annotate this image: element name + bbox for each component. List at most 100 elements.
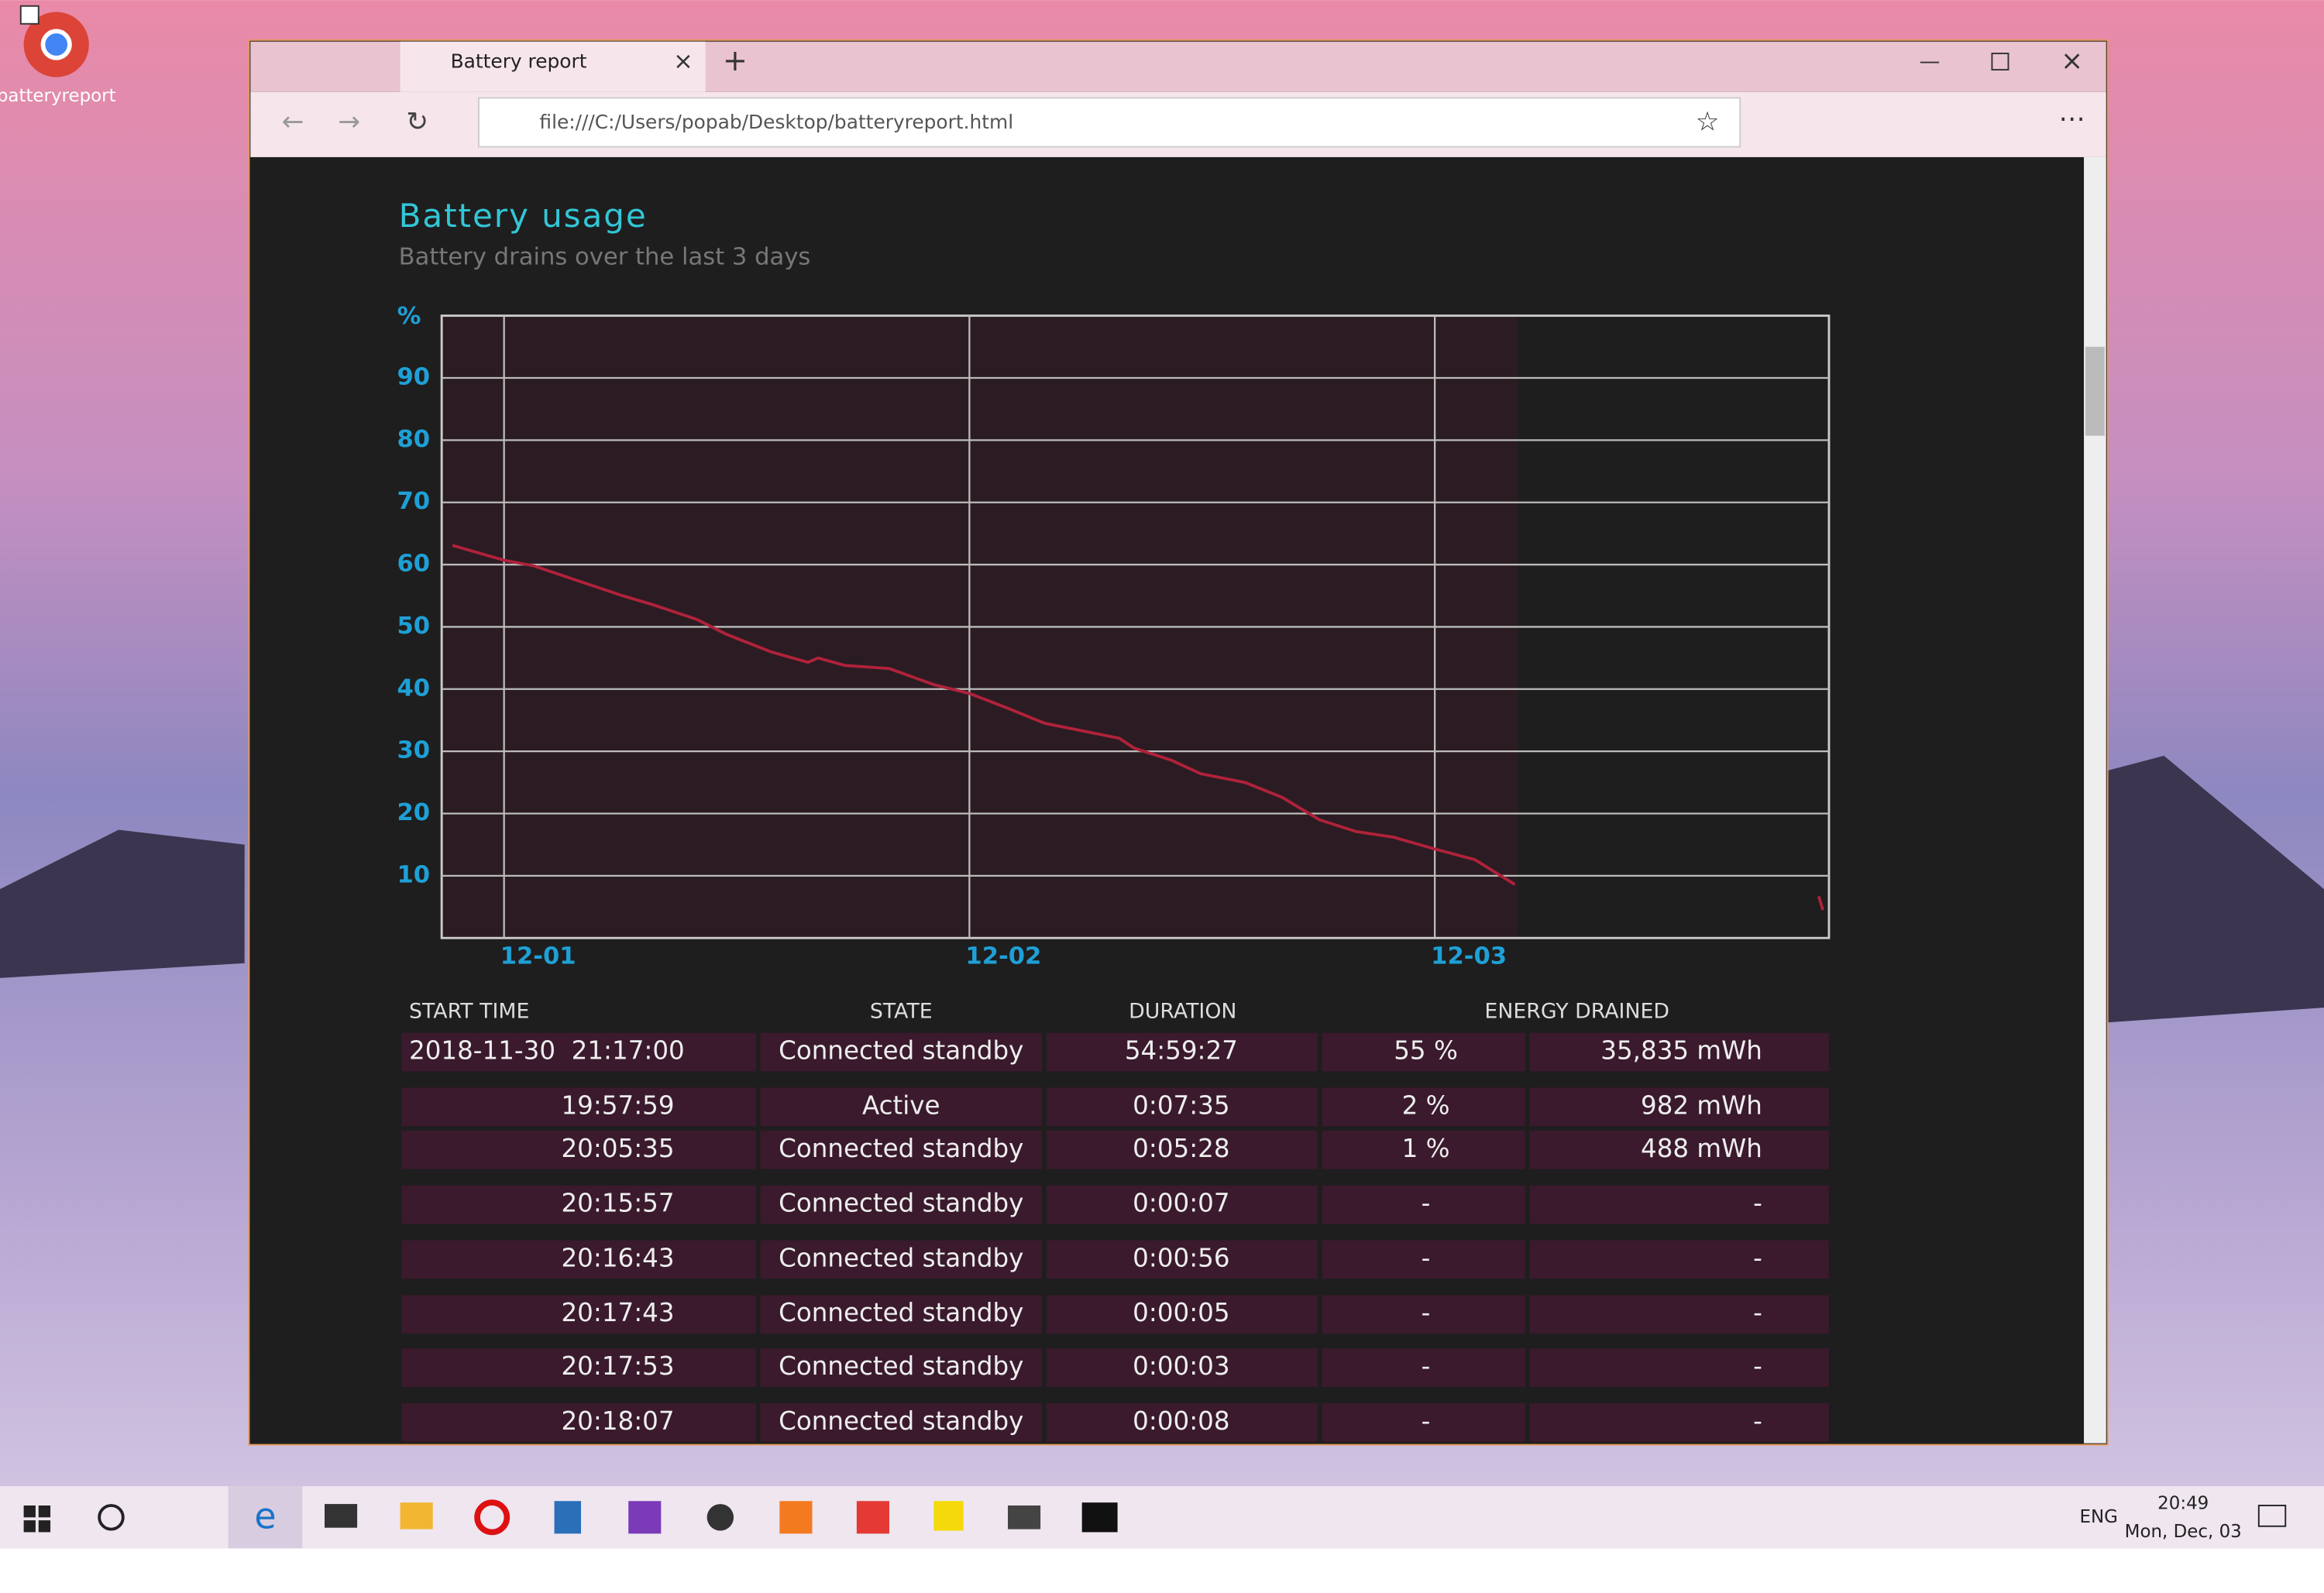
table-cell: [1046, 1087, 1318, 1127]
table-cell-text: 0:00:08: [1133, 1406, 1229, 1436]
column-header: DURATION: [1129, 999, 1236, 1023]
close[interactable]: ×: [2061, 46, 2083, 77]
table-cell-text: Connected standby: [779, 1243, 1023, 1272]
table-cell: [1322, 1087, 1525, 1127]
table-cell-text: -: [1422, 1351, 1431, 1381]
table-cell-text: -: [1422, 1189, 1431, 1218]
table-cell-text: 19:57:59: [561, 1090, 674, 1120]
x-tick-label: 12-01: [500, 943, 576, 970]
below-taskbar: [0, 1548, 2324, 1593]
report-subtitle: Battery drains over the last 3 days: [399, 244, 811, 271]
table-cell-text: 20:16:43: [561, 1243, 674, 1272]
url: file:///C:/Users/popab/Desktop/batteryre…: [539, 111, 1013, 133]
back[interactable]: ←: [282, 106, 304, 137]
table-cell: [1322, 1130, 1525, 1169]
table-cell-text: 0:00:56: [1133, 1243, 1229, 1272]
table-cell: [401, 1087, 756, 1127]
table-cell: [760, 1295, 1043, 1334]
table: START TIME STATE DURATION ENERGY DRAINED 201…: [401, 999, 1829, 1442]
chart: % 10 20 30 40 50 60 70 80 90 12-01 12-02 12-03: [397, 303, 1829, 970]
y-tick-label: 80: [397, 426, 430, 453]
favorite[interactable]: ☆: [1696, 106, 1720, 137]
tab-close[interactable]: ×: [673, 48, 693, 75]
table-cell: [760, 1240, 1043, 1279]
table-cell-text: Connected standby: [779, 1036, 1023, 1066]
forward[interactable]: →: [338, 106, 360, 137]
table-cell: [1046, 1240, 1318, 1279]
x-tick-label: 12-03: [1431, 943, 1507, 970]
table-cell: [1322, 1032, 1525, 1072]
table-cell: [760, 1032, 1043, 1072]
table-cell: [1322, 1240, 1525, 1279]
taskbar-apps[interactable]: e: [23, 1486, 1118, 1549]
table-cell-text: Connected standby: [779, 1134, 1023, 1163]
table-cell: [1529, 1087, 1829, 1127]
column-header: STATE: [870, 999, 933, 1023]
table-cell-text: 20:18:07: [561, 1406, 674, 1436]
table-cell-text: 0:00:03: [1133, 1351, 1229, 1381]
table-cell: [401, 1348, 756, 1387]
table-cell-text: 0:00:07: [1133, 1189, 1229, 1218]
column-header: START TIME: [409, 999, 529, 1023]
table-cell-text: 0:07:35: [1133, 1090, 1229, 1120]
table-cell-text: 0:00:05: [1133, 1298, 1229, 1327]
notifications[interactable]: [2257, 1505, 2287, 1527]
new-tab[interactable]: +: [723, 43, 748, 78]
clock-time[interactable]: 20:49: [2157, 1494, 2209, 1514]
table-cell: [1322, 1185, 1525, 1224]
table-cell-text: Connected standby: [779, 1298, 1023, 1327]
y-tick-label: 40: [397, 675, 430, 702]
table-cell: [1322, 1348, 1525, 1387]
table-cell-text: 55 %: [1394, 1036, 1458, 1066]
table-cell: [1529, 1130, 1829, 1169]
battery-line: [452, 544, 1824, 911]
table-cell: [760, 1348, 1043, 1387]
report-title: Battery usage: [399, 197, 648, 235]
table-cell: [401, 1402, 756, 1442]
table-cell: [1529, 1032, 1829, 1072]
tab-title: Battery report: [451, 50, 587, 72]
menu[interactable]: ⋯: [2059, 104, 2085, 135]
table-cell: [1046, 1130, 1318, 1169]
table-cell: [1529, 1295, 1829, 1334]
table-cell: [1046, 1185, 1318, 1224]
y-tick-label: 60: [397, 551, 430, 578]
table-cell: [1529, 1348, 1829, 1387]
table-cell-text: -: [1422, 1243, 1431, 1272]
table-cell: [401, 1295, 756, 1334]
scroll-thumb[interactable]: [2085, 346, 2105, 436]
y-tick-label: 50: [397, 613, 430, 640]
table-cell-text: -: [1753, 1243, 1762, 1272]
table-cell-text: Connected standby: [779, 1351, 1023, 1381]
table-cell: [401, 1185, 756, 1224]
table-cell-text: 1 %: [1402, 1134, 1450, 1163]
y-tick-label: 90: [397, 364, 430, 391]
table-cell: [760, 1185, 1043, 1224]
table-cell: [1046, 1032, 1318, 1072]
maximize[interactable]: [1991, 53, 2009, 71]
minimize[interactable]: —: [1920, 50, 1941, 74]
table-cell: [1529, 1240, 1829, 1279]
y-tick-label: 70: [397, 488, 430, 515]
tab[interactable]: [400, 41, 706, 92]
table-cell: [760, 1087, 1043, 1127]
language[interactable]: ENG: [2079, 1507, 2117, 1527]
address-bar[interactable]: [478, 97, 1741, 148]
table-cell-text: Active: [862, 1090, 940, 1120]
table-cell: [1529, 1185, 1829, 1224]
table-cell-text: 982 mWh: [1641, 1090, 1762, 1120]
table-cell: [1046, 1402, 1318, 1442]
table-cell-text: 20:15:57: [561, 1189, 674, 1218]
table-cell: [401, 1032, 756, 1072]
clock-date[interactable]: Mon, Dec, 03: [2125, 1522, 2242, 1542]
table-cell: [760, 1402, 1043, 1442]
table-cell-text: -: [1753, 1189, 1762, 1218]
table-cell-text: -: [1422, 1406, 1431, 1436]
table-cell-text: 54:59:27: [1125, 1036, 1238, 1066]
table-cell: [1322, 1402, 1525, 1442]
refresh[interactable]: ↻: [406, 106, 428, 137]
table-cell-text: -: [1753, 1406, 1762, 1436]
desktop-icon[interactable]: batteryreport: [0, 5, 116, 106]
